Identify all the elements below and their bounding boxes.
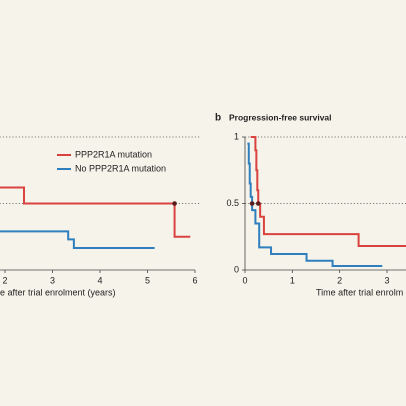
x-tick-label: 4 (97, 275, 102, 285)
survival-curve (247, 142, 383, 268)
x-tick-label: 0 (242, 275, 247, 285)
panel-label: b (215, 113, 221, 124)
censor-point (172, 201, 177, 206)
survival-curve (0, 186, 191, 238)
x-tick-label: 5 (145, 275, 150, 285)
chart-title: Progression-free survival (229, 112, 332, 122)
y-tick-label: 0.5 (226, 198, 239, 208)
x-tick-label: 3 (384, 275, 389, 285)
x-axis-label: e after trial enrolment (years) (0, 287, 116, 297)
x-tick-label: 6 (192, 275, 197, 285)
legend-label: No PPP2R1A mutation (75, 163, 166, 173)
censor-point (255, 201, 261, 206)
x-tick-label: 3 (50, 275, 55, 285)
survival-curve (0, 230, 155, 250)
x-tick-label: 2 (337, 275, 342, 285)
legend-label: PPP2R1A mutation (75, 149, 152, 159)
survival-curve (250, 136, 406, 248)
y-tick-label: 1 (234, 131, 239, 141)
x-tick-label: 2 (2, 275, 7, 285)
censor-point (249, 201, 255, 206)
y-tick-label: 0 (234, 264, 239, 274)
x-tick-label: 1 (290, 275, 295, 285)
x-axis-label: Time after trial enrolm (316, 287, 403, 297)
